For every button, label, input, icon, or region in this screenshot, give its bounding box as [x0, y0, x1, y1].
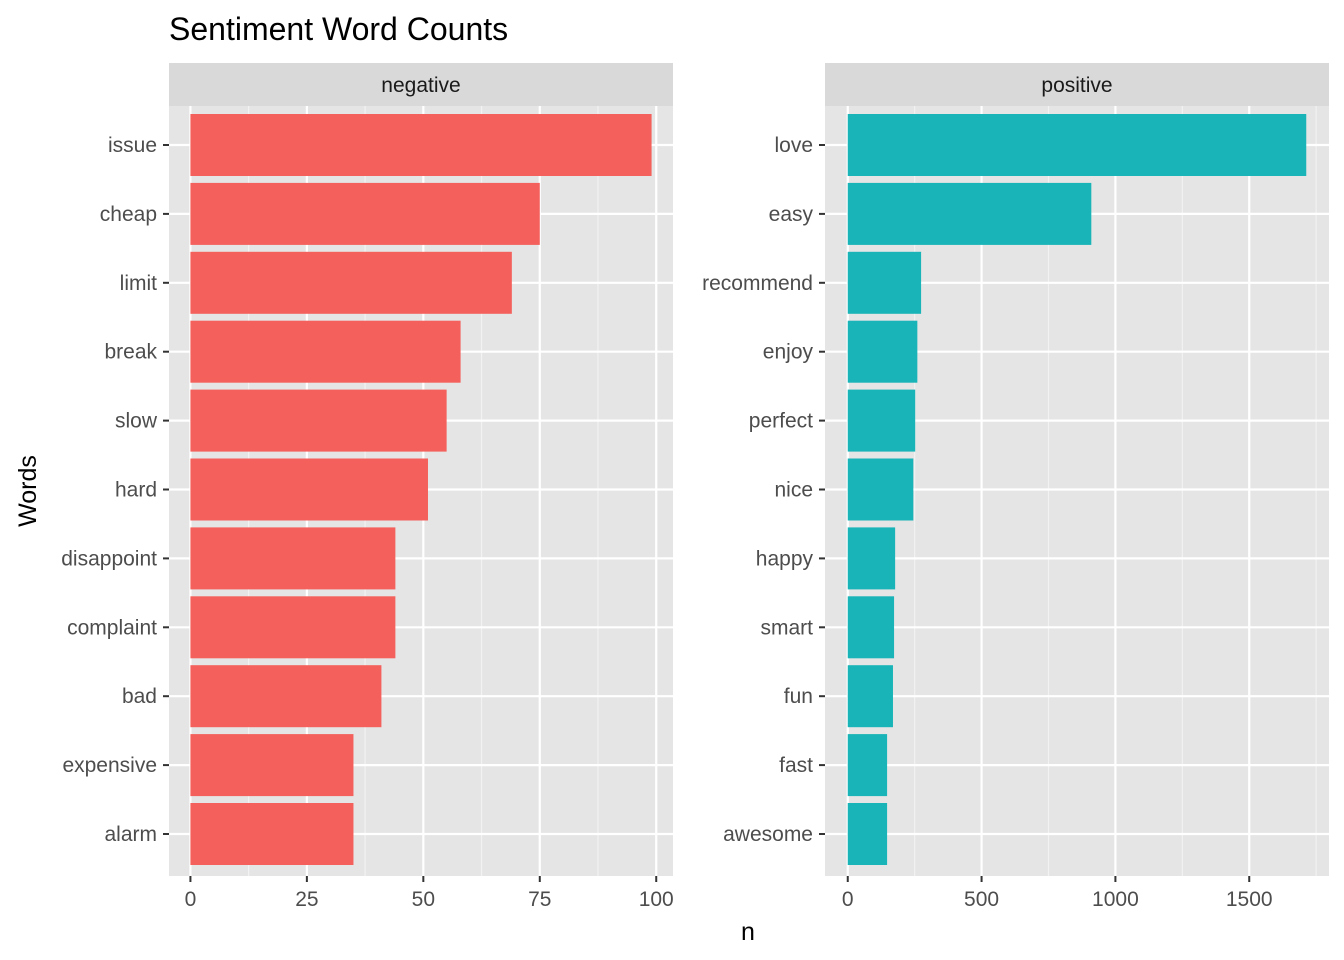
bar-slow [190, 389, 447, 452]
bar-happy [847, 527, 896, 590]
bar-complaint [190, 596, 396, 659]
y-tick-label: disappoint [61, 547, 157, 570]
y-tick-label: happy [756, 547, 814, 570]
strip-label-positive: positive [1041, 74, 1112, 97]
panel-negative-bars [190, 114, 652, 865]
y-tick-label: awesome [723, 823, 813, 846]
y-tick-label: issue [108, 134, 157, 157]
y-tick-label: limit [120, 272, 157, 295]
bar-disappoint [190, 527, 396, 590]
y-tick-label: fun [784, 685, 813, 708]
strip-negative [169, 63, 673, 106]
y-tick-label: smart [761, 616, 814, 639]
bar-recommend [847, 251, 922, 314]
x-tick-label: 0 [842, 888, 854, 911]
bar-limit [190, 251, 512, 314]
y-tick-label: hard [115, 479, 157, 502]
panel-positive-bars [847, 114, 1307, 865]
x-tick-label: 1000 [1092, 888, 1139, 911]
y-tick-label: love [774, 134, 813, 157]
x-tick-label: 25 [295, 888, 318, 911]
bar-enjoy [847, 320, 918, 383]
y-tick-label: expensive [62, 754, 157, 777]
x-tick-label: 100 [639, 888, 674, 911]
y-tick-label: easy [769, 203, 814, 226]
bar-issue [190, 114, 652, 176]
bar-expensive [190, 734, 354, 797]
bar-perfect [847, 389, 916, 452]
bar-alarm [190, 803, 354, 865]
bar-awesome [847, 803, 888, 865]
bar-bad [190, 665, 382, 728]
bar-cheap [190, 182, 540, 245]
strip-positive [825, 63, 1329, 106]
x-tick-label: 1500 [1226, 888, 1273, 911]
bar-smart [847, 596, 895, 659]
y-tick-label: slow [115, 410, 158, 433]
x-tick-label: 75 [528, 888, 551, 911]
y-tick-label: enjoy [763, 341, 814, 364]
bar-break [190, 320, 461, 383]
y-axis-title: Words [14, 455, 42, 527]
panel-positive-ticks: 0 500 1000 1500 love easy recommend enjoy perfec… [702, 134, 1272, 911]
x-tick-label: 0 [185, 888, 197, 911]
bar-fast [847, 734, 888, 797]
bar-love [847, 114, 1307, 176]
bar-easy [847, 182, 1092, 245]
y-tick-label: perfect [749, 410, 813, 433]
bar-nice [847, 458, 914, 521]
y-tick-label: complaint [67, 616, 157, 639]
bar-fun [847, 665, 893, 728]
bar-hard [190, 458, 428, 521]
panel-negative: negative 0 25 50 75 100 issue cheap limit break s… [61, 63, 674, 911]
x-tick-label: 500 [964, 888, 999, 911]
panel-positive: positive 0 500 1000 1500 love easy recommend en… [702, 63, 1329, 911]
chart-title: Sentiment Word Counts [169, 11, 508, 47]
y-tick-label: recommend [702, 272, 813, 295]
panel-negative-ticks: 0 25 50 75 100 issue cheap limit break slow hard di… [61, 134, 674, 911]
y-tick-label: fast [779, 754, 813, 777]
strip-label-negative: negative [381, 74, 460, 97]
x-tick-label: 50 [412, 888, 435, 911]
y-tick-label: alarm [104, 823, 157, 846]
y-tick-label: cheap [100, 203, 157, 226]
y-tick-label: bad [122, 685, 157, 708]
x-axis-title: n [741, 918, 755, 946]
y-tick-label: break [104, 341, 157, 364]
y-tick-label: nice [774, 479, 813, 502]
